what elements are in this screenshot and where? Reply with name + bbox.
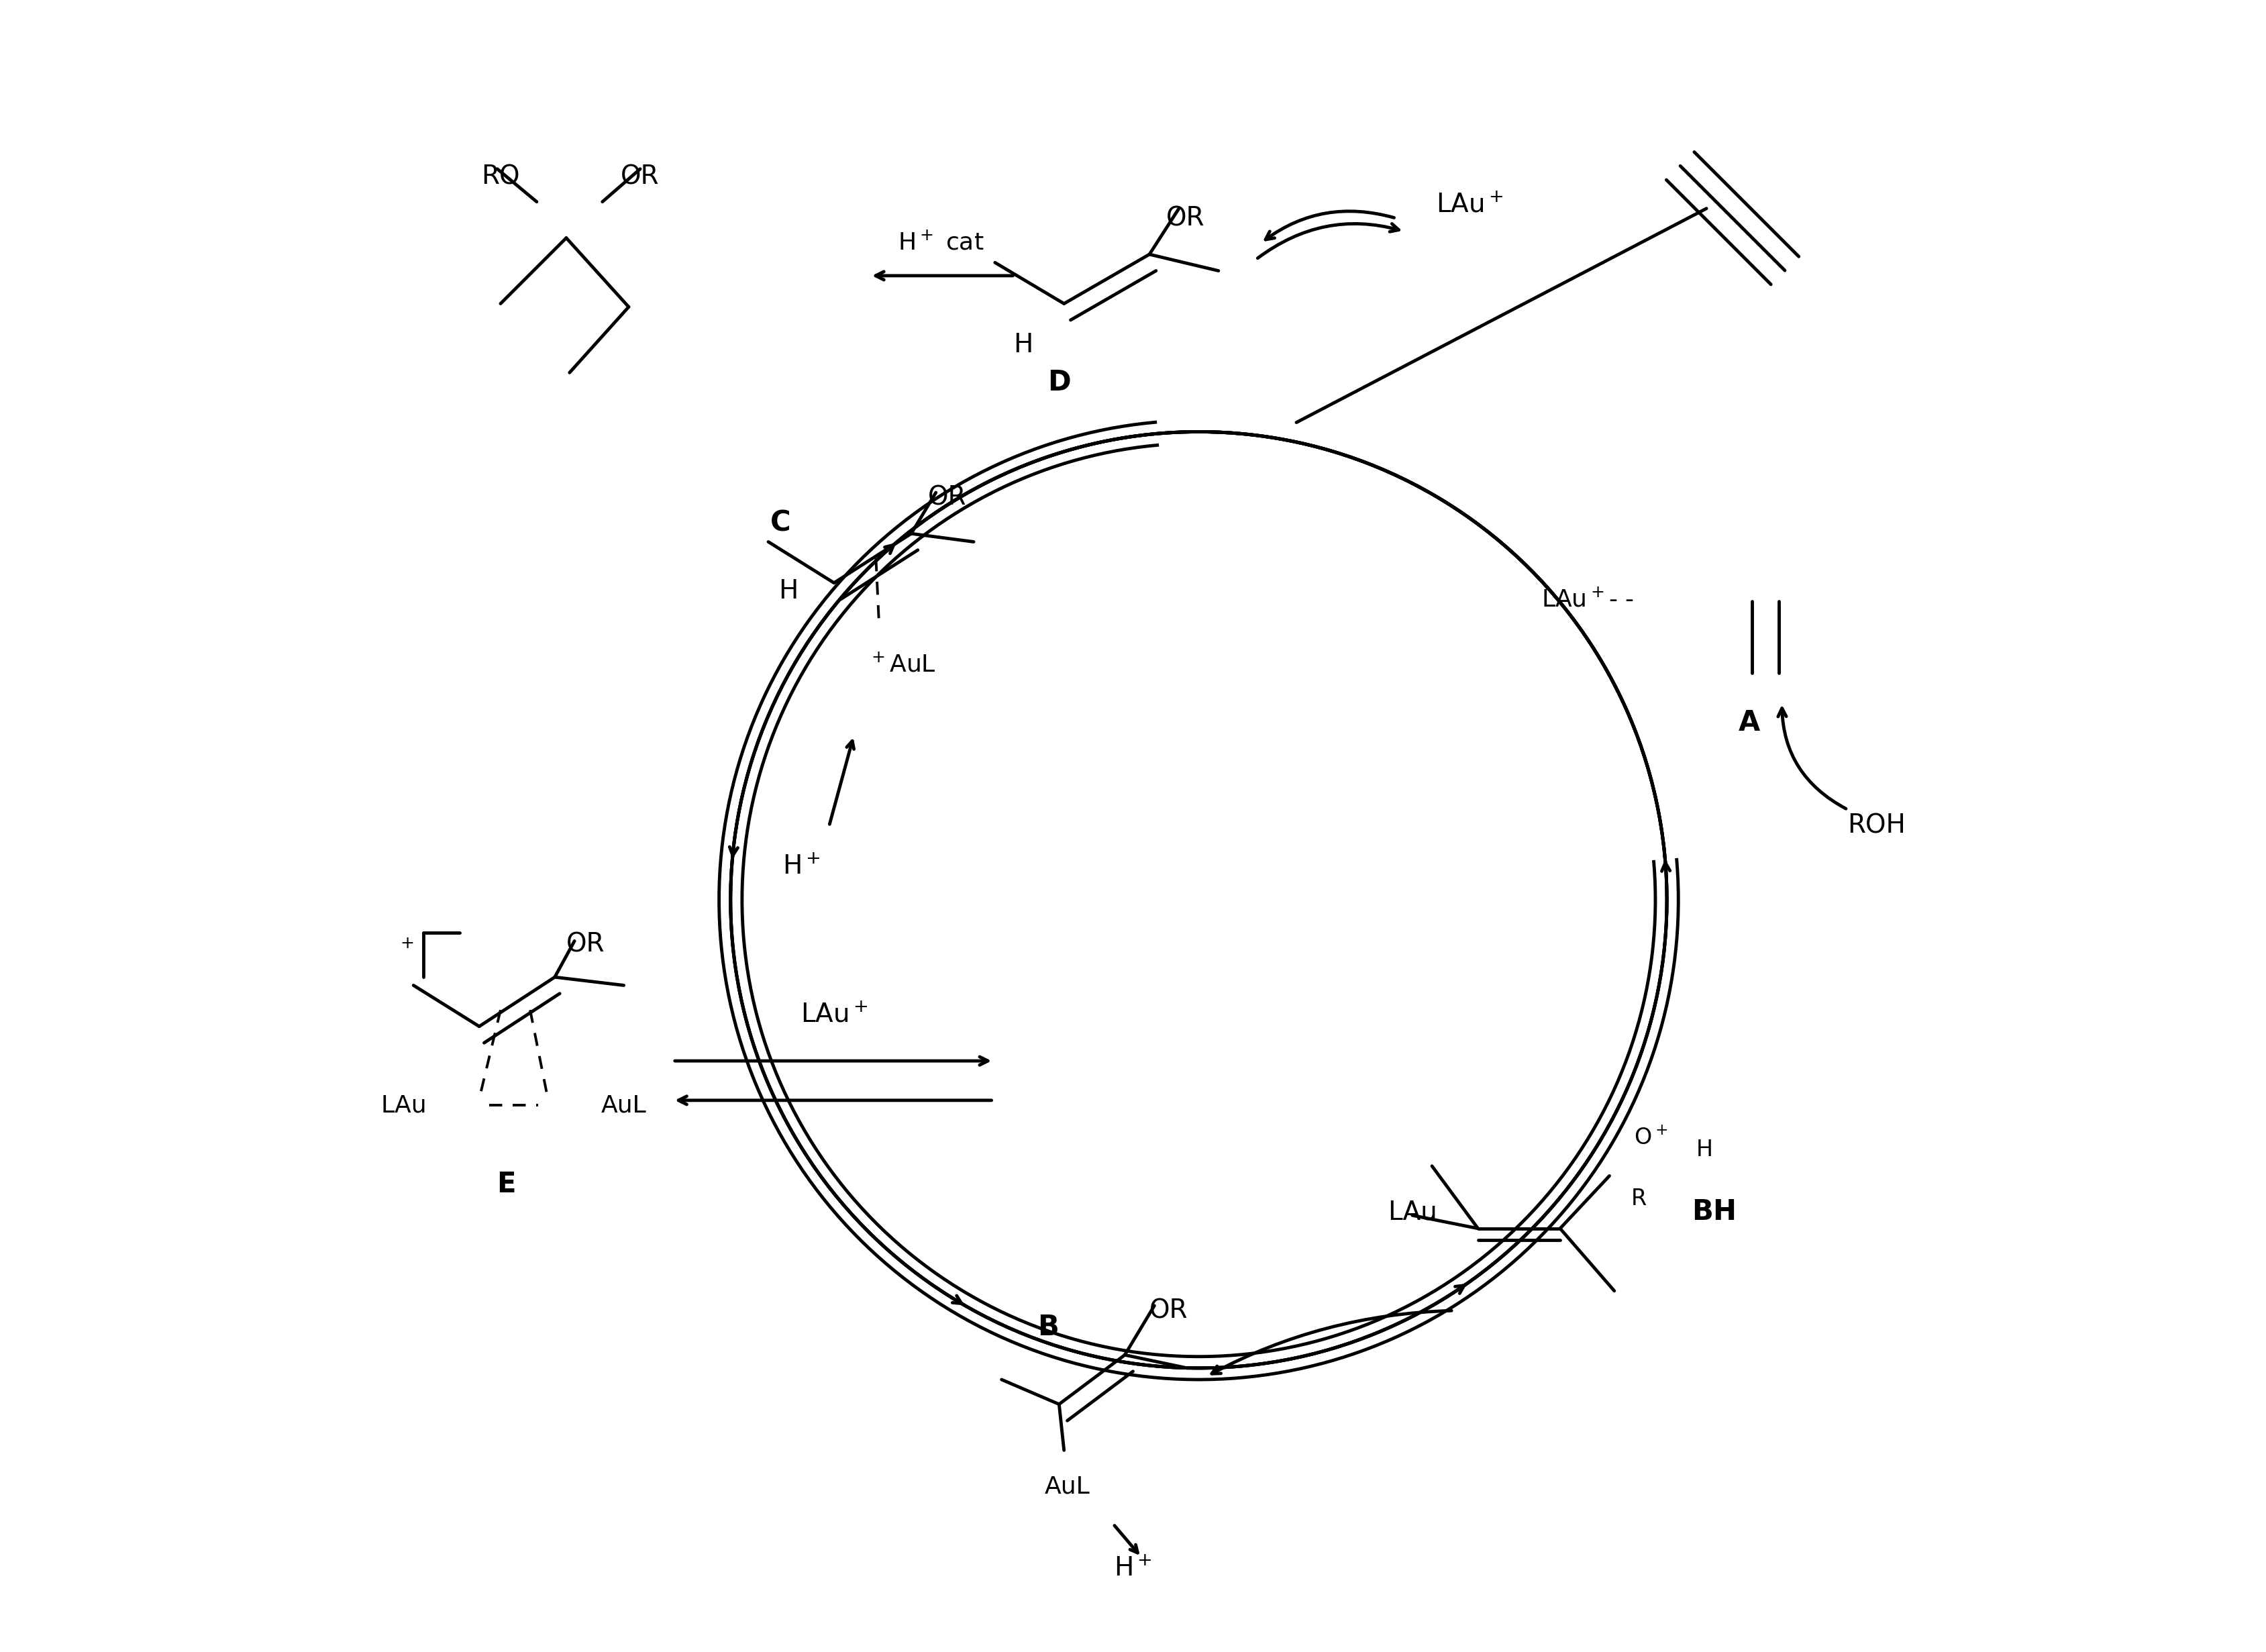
Text: ROH: ROH: [1847, 813, 1906, 839]
Text: H$^+$ cat: H$^+$ cat: [897, 231, 983, 254]
Text: LAu$^+$- -: LAu$^+$- -: [1541, 588, 1634, 611]
Text: $^+$AuL: $^+$AuL: [868, 654, 936, 677]
Text: LAu$^+$: LAu$^+$: [1437, 192, 1502, 218]
Text: AuL: AuL: [1045, 1475, 1090, 1498]
Text: H: H: [1697, 1138, 1713, 1161]
Text: LAu: LAu: [381, 1094, 426, 1117]
Text: $\bf{C}$: $\bf{C}$: [770, 509, 791, 537]
Text: H: H: [1013, 332, 1033, 357]
Text: $\bf{E}$: $\bf{E}$: [496, 1170, 514, 1198]
Text: $\bf{D}$: $\bf{D}$: [1047, 368, 1070, 396]
Text: H$^+$: H$^+$: [1115, 1556, 1151, 1581]
Text: O$^+$: O$^+$: [1634, 1127, 1668, 1150]
Text: OR: OR: [927, 484, 965, 510]
Text: $\bf{A}$: $\bf{A}$: [1738, 709, 1761, 737]
Text: OR: OR: [1165, 205, 1206, 231]
Text: OR: OR: [1149, 1298, 1187, 1323]
Text: AuL: AuL: [600, 1094, 646, 1117]
Text: OR: OR: [566, 932, 605, 957]
Text: $\bf{B}$: $\bf{B}$: [1038, 1313, 1058, 1341]
Text: H$^+$: H$^+$: [782, 854, 820, 881]
Text: H: H: [777, 578, 798, 605]
Text: R: R: [1632, 1188, 1647, 1209]
Text: LAu$^+$: LAu$^+$: [800, 1003, 868, 1028]
Text: RO: RO: [480, 165, 519, 190]
Text: OR: OR: [621, 165, 659, 190]
Text: $^+$: $^+$: [397, 938, 412, 960]
Text: LAu: LAu: [1387, 1199, 1437, 1224]
Text: $\bf{BH}$: $\bf{BH}$: [1690, 1198, 1736, 1226]
